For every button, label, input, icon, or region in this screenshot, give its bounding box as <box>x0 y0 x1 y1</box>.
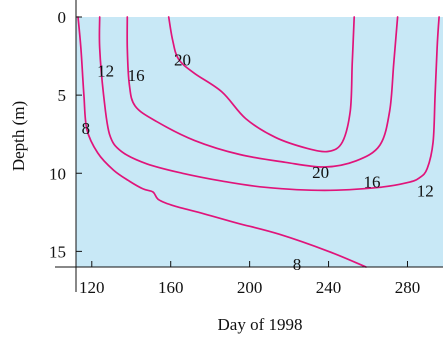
y-tick-label-0: 0 <box>58 8 67 27</box>
contour-line-20-3 <box>167 16 356 153</box>
y-tick-label-15: 15 <box>49 242 66 261</box>
x-tick-label-200: 200 <box>237 278 263 297</box>
contour-label-20-4: 20 <box>312 163 329 182</box>
contour-label-16-2: 16 <box>128 66 145 85</box>
contour-line-12-1 <box>98 16 440 192</box>
x-tick-label-240: 240 <box>316 278 342 297</box>
contour-label-12-6: 12 <box>417 182 434 201</box>
contour-label-8-0: 8 <box>82 119 91 138</box>
contour-line-16-2 <box>126 16 399 168</box>
y-tick-label-5: 5 <box>58 86 67 105</box>
y-axis-label: Depth (m) <box>9 101 28 171</box>
contour-label-8-7: 8 <box>293 255 302 274</box>
y-tick-label-10: 10 <box>49 164 66 183</box>
contour-line-8-0 <box>77 16 367 268</box>
axes <box>55 0 443 292</box>
contour-labels: 8 12 16 20 20 16 12 8 <box>82 50 434 274</box>
x-tick-label-160: 160 <box>158 278 184 297</box>
x-axis-label: Day of 1998 <box>218 315 303 334</box>
tick-marks: 120 160 200 240 280 0 5 10 15 <box>49 8 420 297</box>
contour-lines <box>77 16 440 268</box>
contour-label-12-1: 12 <box>97 61 114 80</box>
contour-label-20-3: 20 <box>174 50 191 69</box>
x-tick-label-280: 280 <box>395 278 421 297</box>
x-tick-label-120: 120 <box>79 278 105 297</box>
contour-label-16-5: 16 <box>363 172 380 191</box>
